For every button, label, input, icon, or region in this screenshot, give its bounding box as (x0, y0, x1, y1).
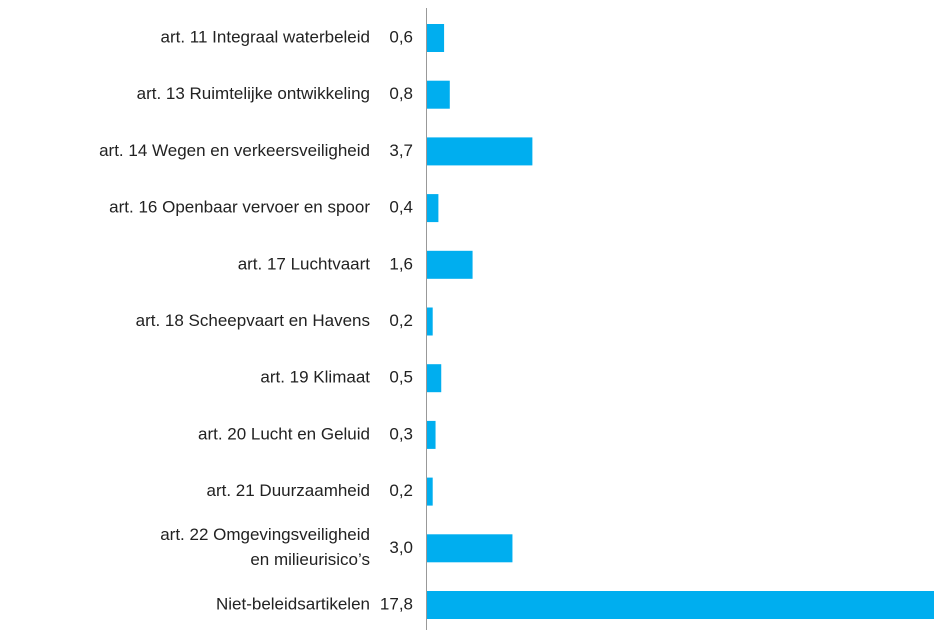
value-label: 0,2 (389, 311, 413, 330)
value-label: 0,2 (389, 481, 413, 500)
category-label: art. 22 Omgevingsveiligheid en milieurisi… (160, 525, 370, 569)
value-label: 0,6 (389, 27, 413, 46)
bar (427, 420, 436, 449)
bar (427, 307, 433, 336)
category-label: art. 18 Scheepvaart en Havens (136, 311, 370, 330)
category-label: art. 13 Ruimtelijke ontwikkeling (137, 84, 370, 103)
bar (427, 591, 934, 619)
bar (427, 194, 439, 223)
bar (427, 477, 433, 506)
bar (427, 80, 450, 109)
value-label: 0,3 (389, 424, 413, 443)
value-label: 3,0 (389, 538, 413, 557)
category-label: art. 16 Openbaar vervoer en spoor (109, 198, 370, 217)
category-label: art. 19 Klimaat (260, 368, 370, 387)
category-label: art. 21 Duurzaamheid (207, 481, 370, 500)
bar (427, 534, 513, 563)
category-label: Niet-beleidsartikelen (216, 594, 370, 613)
bar (427, 364, 442, 393)
value-label: 1,6 (389, 254, 413, 273)
category-label: art. 20 Lucht en Geluid (198, 424, 370, 443)
value-label: 0,8 (389, 84, 413, 103)
bar (427, 250, 473, 279)
value-label: 0,5 (389, 368, 413, 387)
bar (427, 137, 533, 166)
category-label: art. 14 Wegen en verkeersveiligheid (99, 141, 370, 160)
category-label: art. 11 Integraal waterbeleid (161, 27, 370, 46)
value-label: 17,8 (380, 594, 413, 613)
value-label: 0,4 (389, 198, 413, 217)
value-label: 3,7 (389, 141, 413, 160)
bar (427, 24, 445, 52)
category-label: art. 17 Luchtvaart (238, 254, 371, 273)
